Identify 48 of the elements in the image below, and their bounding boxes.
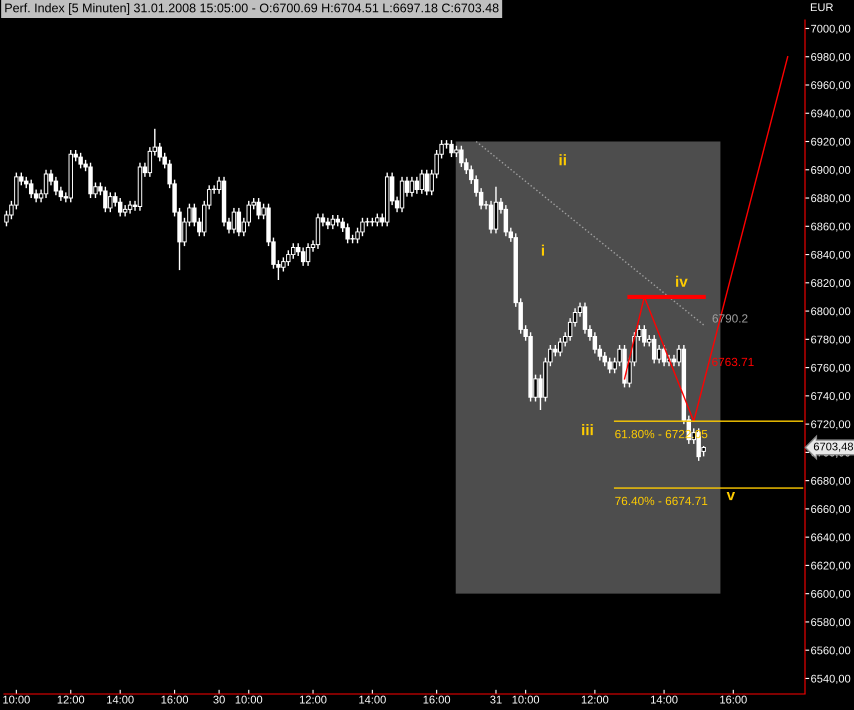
x-tick-label: 31 <box>490 696 502 704</box>
x-tick-label: 10:00 <box>3 696 30 704</box>
x-tick-label: 16:00 <box>424 696 450 704</box>
x-tick-label: 12:00 <box>300 696 326 704</box>
text: 6703,48 <box>814 442 854 452</box>
y-tick-label: 6920,00 <box>811 138 850 147</box>
x-tick-label: 12:00 <box>582 696 608 704</box>
y-tick-label: 6760,00 <box>811 364 850 374</box>
x-tick-label: 14:00 <box>651 696 678 704</box>
series-label: 76.40% - 6674.71 <box>615 496 708 506</box>
y-tick-label: 6640,00 <box>811 533 850 543</box>
x-tick-label: 10:00 <box>236 696 262 704</box>
annotation: iv <box>676 276 688 287</box>
y-axis-title: EUR <box>810 3 833 12</box>
y-tick-label: 7000,00 <box>811 24 850 34</box>
y-tick-label: 6900,00 <box>811 166 850 176</box>
y-tick-label: 6580,00 <box>811 618 850 628</box>
x-tick-label: 14:00 <box>107 696 134 704</box>
y-tick-label: 6820,00 <box>811 279 850 288</box>
y-tick-label: 6940,00 <box>811 110 850 119</box>
y-tick-label: 6800,00 <box>811 307 850 317</box>
x-tick-label: 12:00 <box>58 696 84 704</box>
y-tick-label: 6620,00 <box>811 562 850 571</box>
annotation: iii <box>582 424 593 436</box>
annotation: i <box>542 244 544 256</box>
y-tick-label: 6540,00 <box>811 674 850 684</box>
x-tick-label: 30 <box>213 696 225 704</box>
y-tick-label: 6860,00 <box>811 222 850 232</box>
annotation: ii <box>560 154 566 166</box>
y-tick-label: 6980,00 <box>811 53 850 62</box>
x-tick-label: 16:00 <box>720 696 747 704</box>
y-tick-label: 6960,00 <box>811 81 850 90</box>
y-tick-label: 6740,00 <box>811 392 850 402</box>
line-series <box>624 56 788 422</box>
x-tick-label: 14:00 <box>359 696 386 704</box>
y-tick-label: 6560,00 <box>811 646 850 656</box>
y-tick-label: 6680,00 <box>811 476 850 486</box>
x-tick-label: 10:00 <box>512 696 540 704</box>
x-tick-label: 16:00 <box>162 696 188 704</box>
series-label: 6763.71 <box>712 358 754 366</box>
y-tick-label: 6660,00 <box>811 505 850 514</box>
annotation: v <box>726 492 736 500</box>
chart-title: Perf. Index [5 Minuten] 31.01.2008 15:05:00 - O:6700.69 H:6704.51 L:6697.18 C:6703.48 <box>5 3 499 15</box>
y-tick-label: 6600,00 <box>811 590 850 600</box>
y-tick-label: 6780,00 <box>811 336 850 345</box>
y-tick-label: 6840,00 <box>811 250 850 260</box>
y-tick-label: 6720,00 <box>811 420 850 430</box>
y-tick-label: 6880,00 <box>811 194 850 204</box>
